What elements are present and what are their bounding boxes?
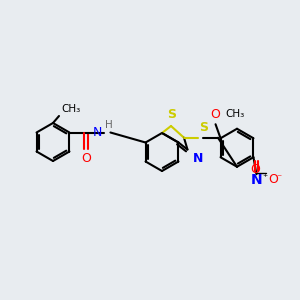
Text: N: N bbox=[250, 173, 262, 187]
Text: N: N bbox=[93, 126, 103, 139]
Text: N: N bbox=[193, 152, 203, 166]
Text: CH₃: CH₃ bbox=[61, 104, 80, 114]
Text: O: O bbox=[211, 108, 220, 121]
Text: CH₃: CH₃ bbox=[226, 109, 245, 119]
Text: O: O bbox=[250, 163, 260, 176]
Text: S: S bbox=[199, 121, 208, 134]
Text: ⁺: ⁺ bbox=[262, 173, 268, 183]
Text: S: S bbox=[167, 108, 176, 121]
Text: O: O bbox=[82, 152, 92, 166]
Text: ⁻: ⁻ bbox=[277, 173, 282, 183]
Text: H: H bbox=[106, 119, 113, 130]
Text: O: O bbox=[268, 173, 278, 186]
